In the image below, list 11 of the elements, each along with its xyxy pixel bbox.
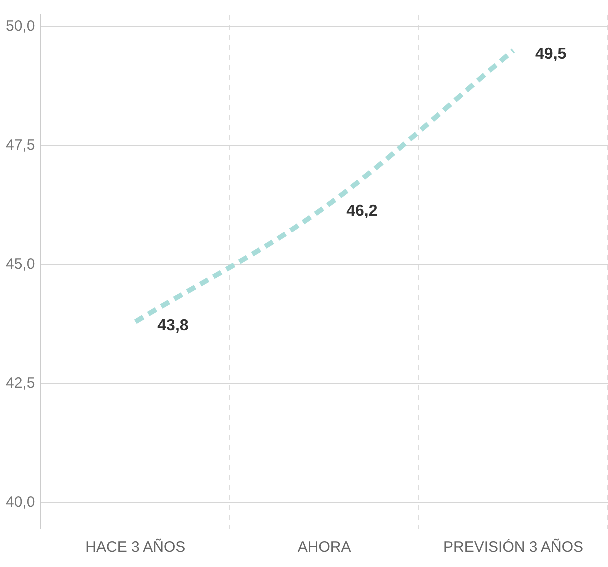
y-tick-label: 47,5 — [6, 137, 36, 154]
y-tick-label: 40,0 — [6, 494, 36, 511]
data-label: 43,8 — [158, 317, 189, 334]
data-label: 49,5 — [536, 46, 567, 64]
y-tick-label: 42,5 — [6, 374, 36, 392]
x-tick-label: AHORA — [298, 539, 352, 556]
y-tick-label: 50,0 — [6, 18, 36, 36]
y-tick-label: 45,0 — [6, 256, 36, 273]
x-tick-label: PREVISIÓN 3 AÑOS — [444, 538, 584, 556]
x-tick-label: HACE 3 AÑOS — [86, 538, 186, 556]
data-label: 46,2 — [346, 203, 378, 220]
